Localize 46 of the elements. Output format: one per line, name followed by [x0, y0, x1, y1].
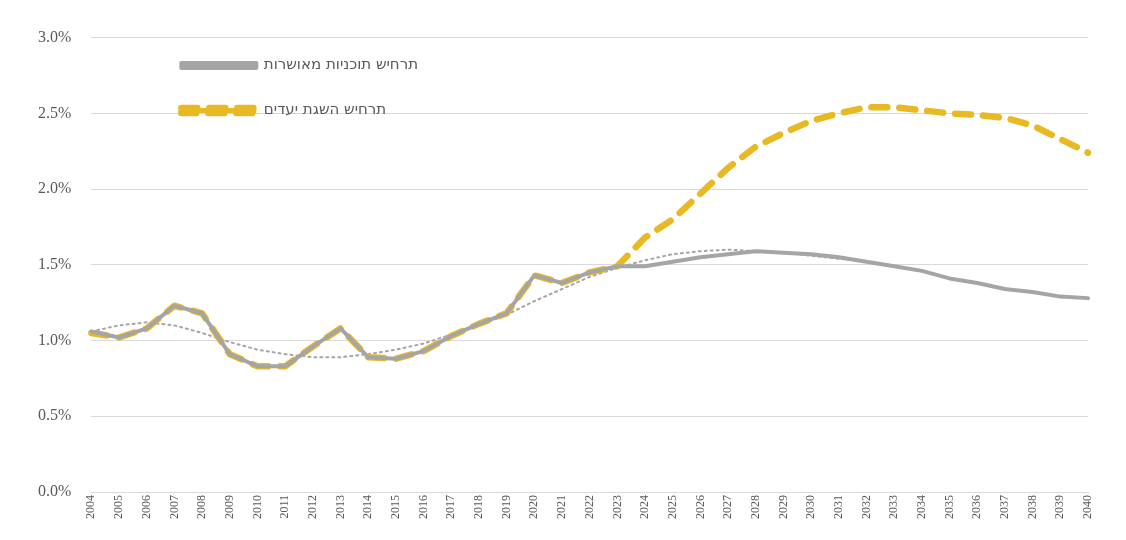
x-tick-label: 2011: [277, 495, 292, 519]
x-tick-label: 2029: [775, 495, 790, 519]
x-tick-label: 2021: [554, 495, 569, 519]
x-tick-label: 2007: [166, 495, 181, 519]
y-tick-label: 0.0%: [38, 482, 72, 500]
x-tick-label: 2031: [830, 495, 845, 519]
x-tick-label: 2032: [858, 495, 873, 519]
x-tick-label: 2035: [941, 495, 956, 519]
legend-label: תרחיש השגת יעדים: [263, 100, 387, 119]
x-tick-label: 2030: [803, 495, 818, 519]
x-tick-label: 2036: [969, 495, 984, 519]
x-tick-label: 2019: [498, 495, 513, 519]
y-tick-label: 3.0%: [38, 27, 72, 45]
y-tick-label: 2.5%: [38, 103, 72, 121]
x-tick-label: 2013: [332, 495, 347, 519]
x-tick-label: 2008: [194, 495, 209, 519]
x-tick-label: 2005: [111, 495, 126, 519]
y-tick-label: 2.0%: [38, 179, 72, 197]
legend-label: תרחיש תוכניות מאושרות: [263, 55, 418, 74]
x-tick-label: 2027: [720, 495, 735, 519]
x-tick-label: 2009: [221, 495, 236, 519]
x-tick-label: 2025: [664, 495, 679, 519]
x-tick-label: 2012: [304, 495, 319, 519]
x-tick-label: 2028: [747, 495, 762, 519]
x-tick-label: 2014: [360, 495, 375, 519]
x-tick-label: 2020: [526, 495, 541, 519]
x-tick-label: 2004: [83, 495, 98, 519]
x-tick-label: 2026: [692, 495, 707, 519]
x-tick-label: 2017: [443, 495, 458, 519]
x-tick-label: 2023: [609, 495, 624, 519]
x-tick-label: 2016: [415, 495, 430, 519]
x-tick-label: 2022: [581, 495, 596, 519]
y-tick-label: 1.0%: [38, 330, 72, 348]
x-tick-label: 2033: [886, 495, 901, 519]
y-tick-label: 1.5%: [38, 255, 72, 272]
x-tick-label: 2039: [1052, 495, 1067, 519]
x-tick-label: 2010: [249, 495, 264, 519]
x-tick-label: 2037: [997, 495, 1012, 519]
x-tick-label: 2024: [637, 495, 652, 519]
x-tick-label: 2018: [471, 495, 486, 519]
y-tick-label: 0.5%: [38, 406, 72, 424]
x-tick-label: 2034: [914, 495, 929, 519]
x-tick-label: 2006: [138, 495, 153, 519]
x-tick-label: 2015: [388, 495, 403, 519]
x-tick-label: 2038: [1024, 495, 1039, 519]
x-tick-label: 2040: [1080, 495, 1095, 519]
